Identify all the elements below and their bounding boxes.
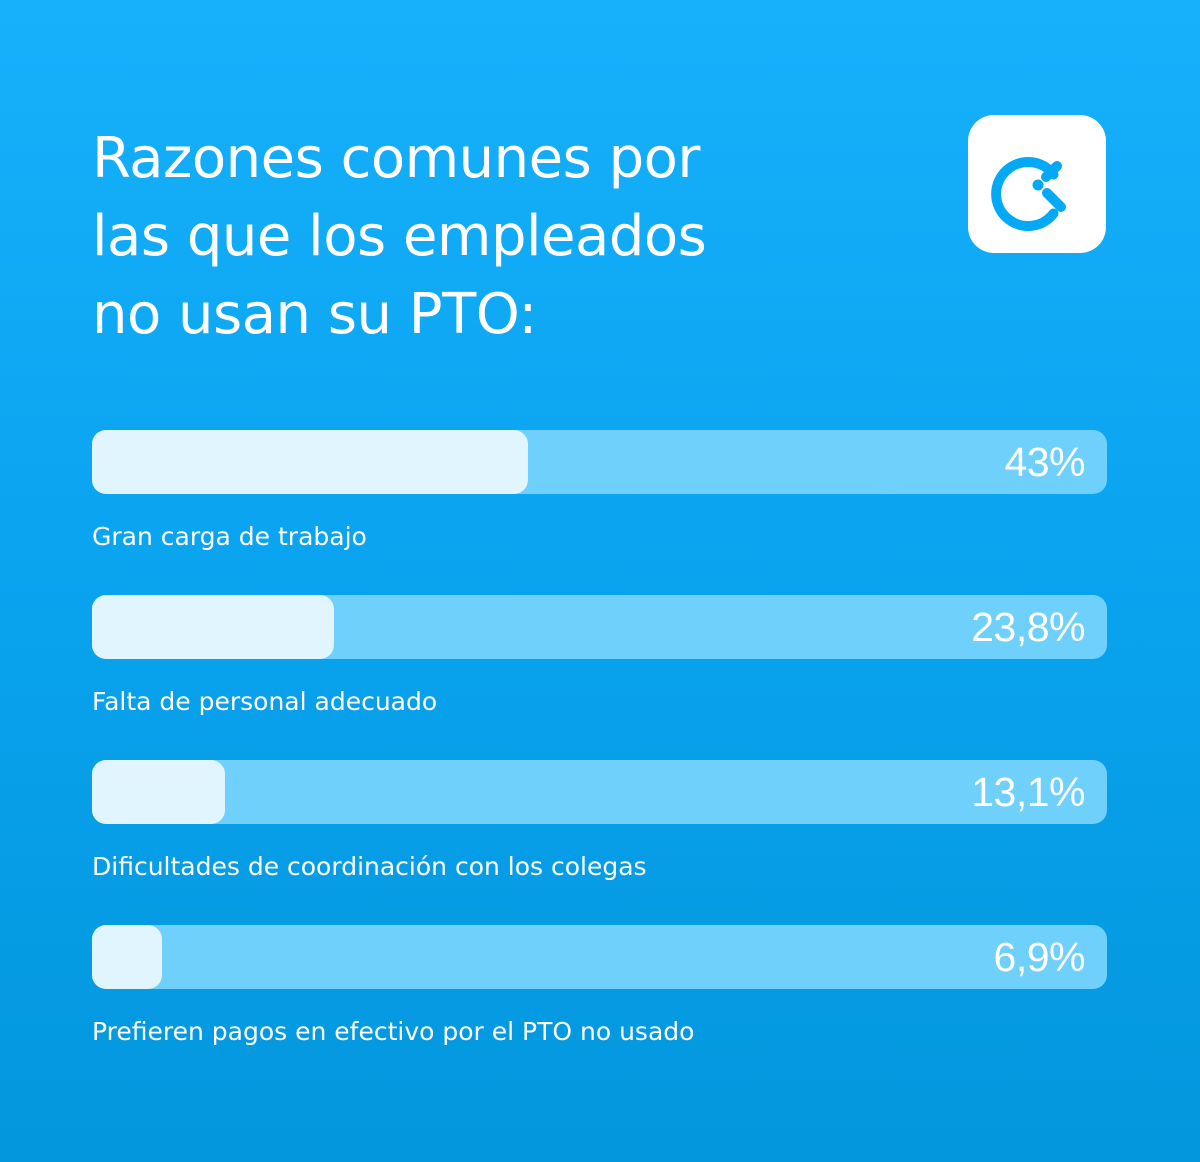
bar-row: 6,9% Prefieren pagos en efectivo por el P… xyxy=(92,925,1107,1090)
bar-value-label: 23,8% xyxy=(971,604,1085,650)
bar-value-label: 43% xyxy=(1004,439,1085,485)
bar-row: 23,8% Falta de personal adecuado xyxy=(92,595,1107,760)
clock-c-logo-icon xyxy=(991,157,1066,231)
bar-fill xyxy=(92,430,529,494)
bar-track: 13,1% xyxy=(92,760,1107,824)
bar-category-label: Dificultades de coordinación con los col… xyxy=(92,852,647,881)
title-line: no usan su PTO: xyxy=(92,282,537,347)
bar-row: 43% Gran carga de trabajo xyxy=(92,430,1107,595)
brand-logo xyxy=(968,115,1106,253)
bar-track: 43% xyxy=(92,430,1107,494)
bar-fill xyxy=(92,760,225,824)
title-line: Razones comunes por xyxy=(92,126,700,191)
bar-category-label: Falta de personal adecuado xyxy=(92,687,438,716)
bar-fill xyxy=(92,925,163,989)
bar-chart: 43% Gran carga de trabajo 23,8% Falta de pe… xyxy=(92,430,1107,1090)
bar-value-label: 13,1% xyxy=(971,769,1085,815)
bar-track: 6,9% xyxy=(92,925,1107,989)
bar-category-label: Prefieren pagos en efectivo por el PTO n… xyxy=(92,1017,695,1046)
bar-category-label: Gran carga de trabajo xyxy=(92,522,367,551)
bar-value-label: 6,9% xyxy=(993,934,1086,980)
title-line: las que los empleados xyxy=(92,204,707,269)
bar-track: 23,8% xyxy=(92,595,1107,659)
bar-row: 13,1% Dificultades de coordinación con lo… xyxy=(92,760,1107,925)
page-title: Razones comunes por las que los empleado… xyxy=(92,120,892,354)
bar-fill xyxy=(92,595,334,659)
